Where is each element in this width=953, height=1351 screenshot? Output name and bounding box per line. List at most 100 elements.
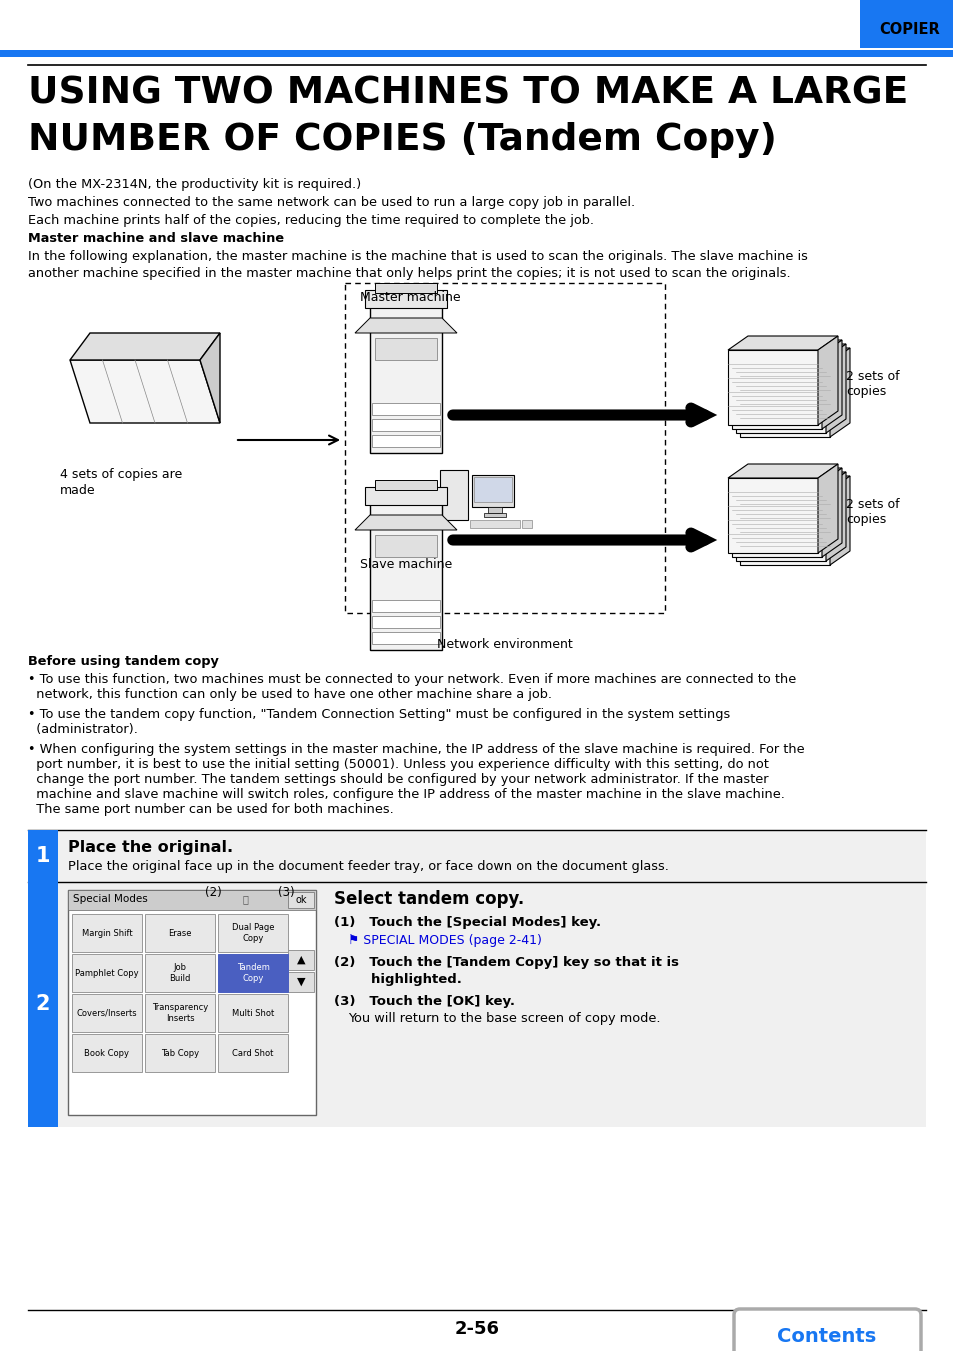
Text: another machine specified in the master machine that only helps print the copies: another machine specified in the master … — [28, 267, 790, 280]
Text: ok: ok — [294, 894, 307, 905]
Text: (administrator).: (administrator). — [28, 723, 138, 736]
Text: ▲: ▲ — [296, 955, 305, 965]
Text: Place the original.: Place the original. — [68, 840, 233, 855]
Text: (On the MX-2314N, the productivity kit is required.): (On the MX-2314N, the productivity kit i… — [28, 178, 361, 190]
Polygon shape — [825, 471, 845, 561]
Polygon shape — [817, 336, 837, 426]
Polygon shape — [731, 354, 821, 430]
Text: Slave machine: Slave machine — [359, 558, 452, 571]
Bar — [288, 950, 314, 970]
Text: machine and slave machine will switch roles, configure the IP address of the mas: machine and slave machine will switch ro… — [28, 788, 784, 801]
Polygon shape — [829, 349, 849, 436]
Bar — [372, 600, 439, 612]
Bar — [375, 282, 436, 293]
Bar — [68, 890, 315, 911]
Bar — [372, 419, 439, 431]
Polygon shape — [727, 350, 817, 426]
Polygon shape — [727, 336, 837, 350]
Bar — [218, 994, 288, 1032]
Text: change the port number. The tandem settings should be configured by your network: change the port number. The tandem setti… — [28, 773, 768, 786]
Bar — [375, 480, 436, 490]
Bar — [71, 1034, 142, 1071]
Text: (2)   Touch the [Tandem Copy] key so that it is: (2) Touch the [Tandem Copy] key so that … — [334, 957, 679, 969]
Bar — [372, 435, 439, 447]
Bar — [28, 830, 58, 882]
Text: Erase: Erase — [168, 928, 192, 938]
Text: • To use this function, two machines must be connected to your network. Even if : • To use this function, two machines mus… — [28, 673, 796, 686]
Text: Covers/Inserts: Covers/Inserts — [76, 1008, 137, 1017]
Text: 2 sets of
copies: 2 sets of copies — [845, 370, 899, 399]
Text: Dual Page
Copy: Dual Page Copy — [232, 923, 274, 943]
Bar — [218, 1034, 288, 1071]
Polygon shape — [829, 476, 849, 565]
Text: Each machine prints half of the copies, reducing the time required to complete t: Each machine prints half of the copies, … — [28, 213, 594, 227]
Text: made: made — [60, 484, 95, 497]
Text: ▼: ▼ — [296, 977, 305, 988]
Text: 4 sets of copies are: 4 sets of copies are — [60, 467, 182, 481]
Bar — [145, 994, 214, 1032]
Bar — [58, 830, 925, 882]
Text: port number, it is best to use the initial setting (50001). Unless you experienc: port number, it is best to use the initi… — [28, 758, 768, 771]
Bar — [0, 50, 953, 57]
Bar — [375, 535, 436, 557]
Text: Contents: Contents — [777, 1328, 876, 1347]
Polygon shape — [735, 486, 825, 561]
Bar — [470, 520, 519, 528]
FancyBboxPatch shape — [345, 282, 664, 613]
Text: Margin Shift: Margin Shift — [82, 928, 132, 938]
Polygon shape — [740, 362, 829, 436]
Bar — [488, 507, 501, 513]
Polygon shape — [70, 359, 220, 423]
Bar — [145, 1034, 214, 1071]
Bar — [365, 290, 447, 308]
Polygon shape — [70, 332, 220, 359]
Text: Select tandem copy.: Select tandem copy. — [334, 890, 524, 908]
Text: 🖨: 🖨 — [243, 894, 249, 904]
Polygon shape — [727, 463, 837, 478]
Bar — [483, 513, 505, 517]
Bar — [71, 954, 142, 992]
Text: (1)   Touch the [Special Modes] key.: (1) Touch the [Special Modes] key. — [334, 916, 600, 929]
Text: Master machine and slave machine: Master machine and slave machine — [28, 232, 284, 245]
Text: In the following explanation, the master machine is the machine that is used to : In the following explanation, the master… — [28, 250, 807, 263]
Bar — [372, 616, 439, 628]
Text: Tab Copy: Tab Copy — [161, 1048, 199, 1058]
Text: • To use the tandem copy function, "Tandem Connection Setting" must be configure: • To use the tandem copy function, "Tand… — [28, 708, 729, 721]
Bar — [372, 632, 439, 644]
Bar — [145, 954, 214, 992]
Polygon shape — [817, 463, 837, 553]
Text: (2): (2) — [204, 886, 221, 898]
Text: Two machines connected to the same network can be used to run a large copy job i: Two machines connected to the same netwo… — [28, 196, 635, 209]
Text: 2: 2 — [35, 994, 51, 1015]
Text: Before using tandem copy: Before using tandem copy — [28, 655, 218, 667]
Polygon shape — [735, 345, 845, 358]
Text: Book Copy: Book Copy — [85, 1048, 130, 1058]
Polygon shape — [735, 358, 825, 434]
Text: Special Modes: Special Modes — [73, 894, 148, 904]
Polygon shape — [735, 471, 845, 486]
Polygon shape — [821, 340, 841, 430]
Bar — [474, 477, 512, 503]
Text: Network environment: Network environment — [436, 638, 572, 651]
Bar — [365, 486, 447, 505]
Text: highlighted.: highlighted. — [334, 973, 461, 986]
Bar — [370, 494, 441, 650]
Text: Multi Shot: Multi Shot — [232, 1008, 274, 1017]
Bar — [71, 994, 142, 1032]
Bar — [218, 915, 288, 952]
Text: ⚑ SPECIAL MODES (page 2-41): ⚑ SPECIAL MODES (page 2-41) — [348, 934, 541, 947]
Bar — [68, 890, 315, 1115]
Text: 2-56: 2-56 — [454, 1320, 499, 1337]
Text: Job
Build: Job Build — [169, 963, 191, 982]
Text: 2 sets of
copies: 2 sets of copies — [845, 499, 899, 526]
FancyBboxPatch shape — [733, 1309, 920, 1351]
Bar — [439, 470, 468, 520]
Polygon shape — [740, 349, 849, 362]
Bar — [372, 403, 439, 415]
Bar — [521, 520, 532, 528]
Bar — [288, 971, 314, 992]
Text: (3): (3) — [277, 886, 294, 898]
Polygon shape — [731, 467, 841, 482]
Text: The same port number can be used for both machines.: The same port number can be used for bot… — [28, 802, 394, 816]
Bar — [859, 0, 953, 49]
